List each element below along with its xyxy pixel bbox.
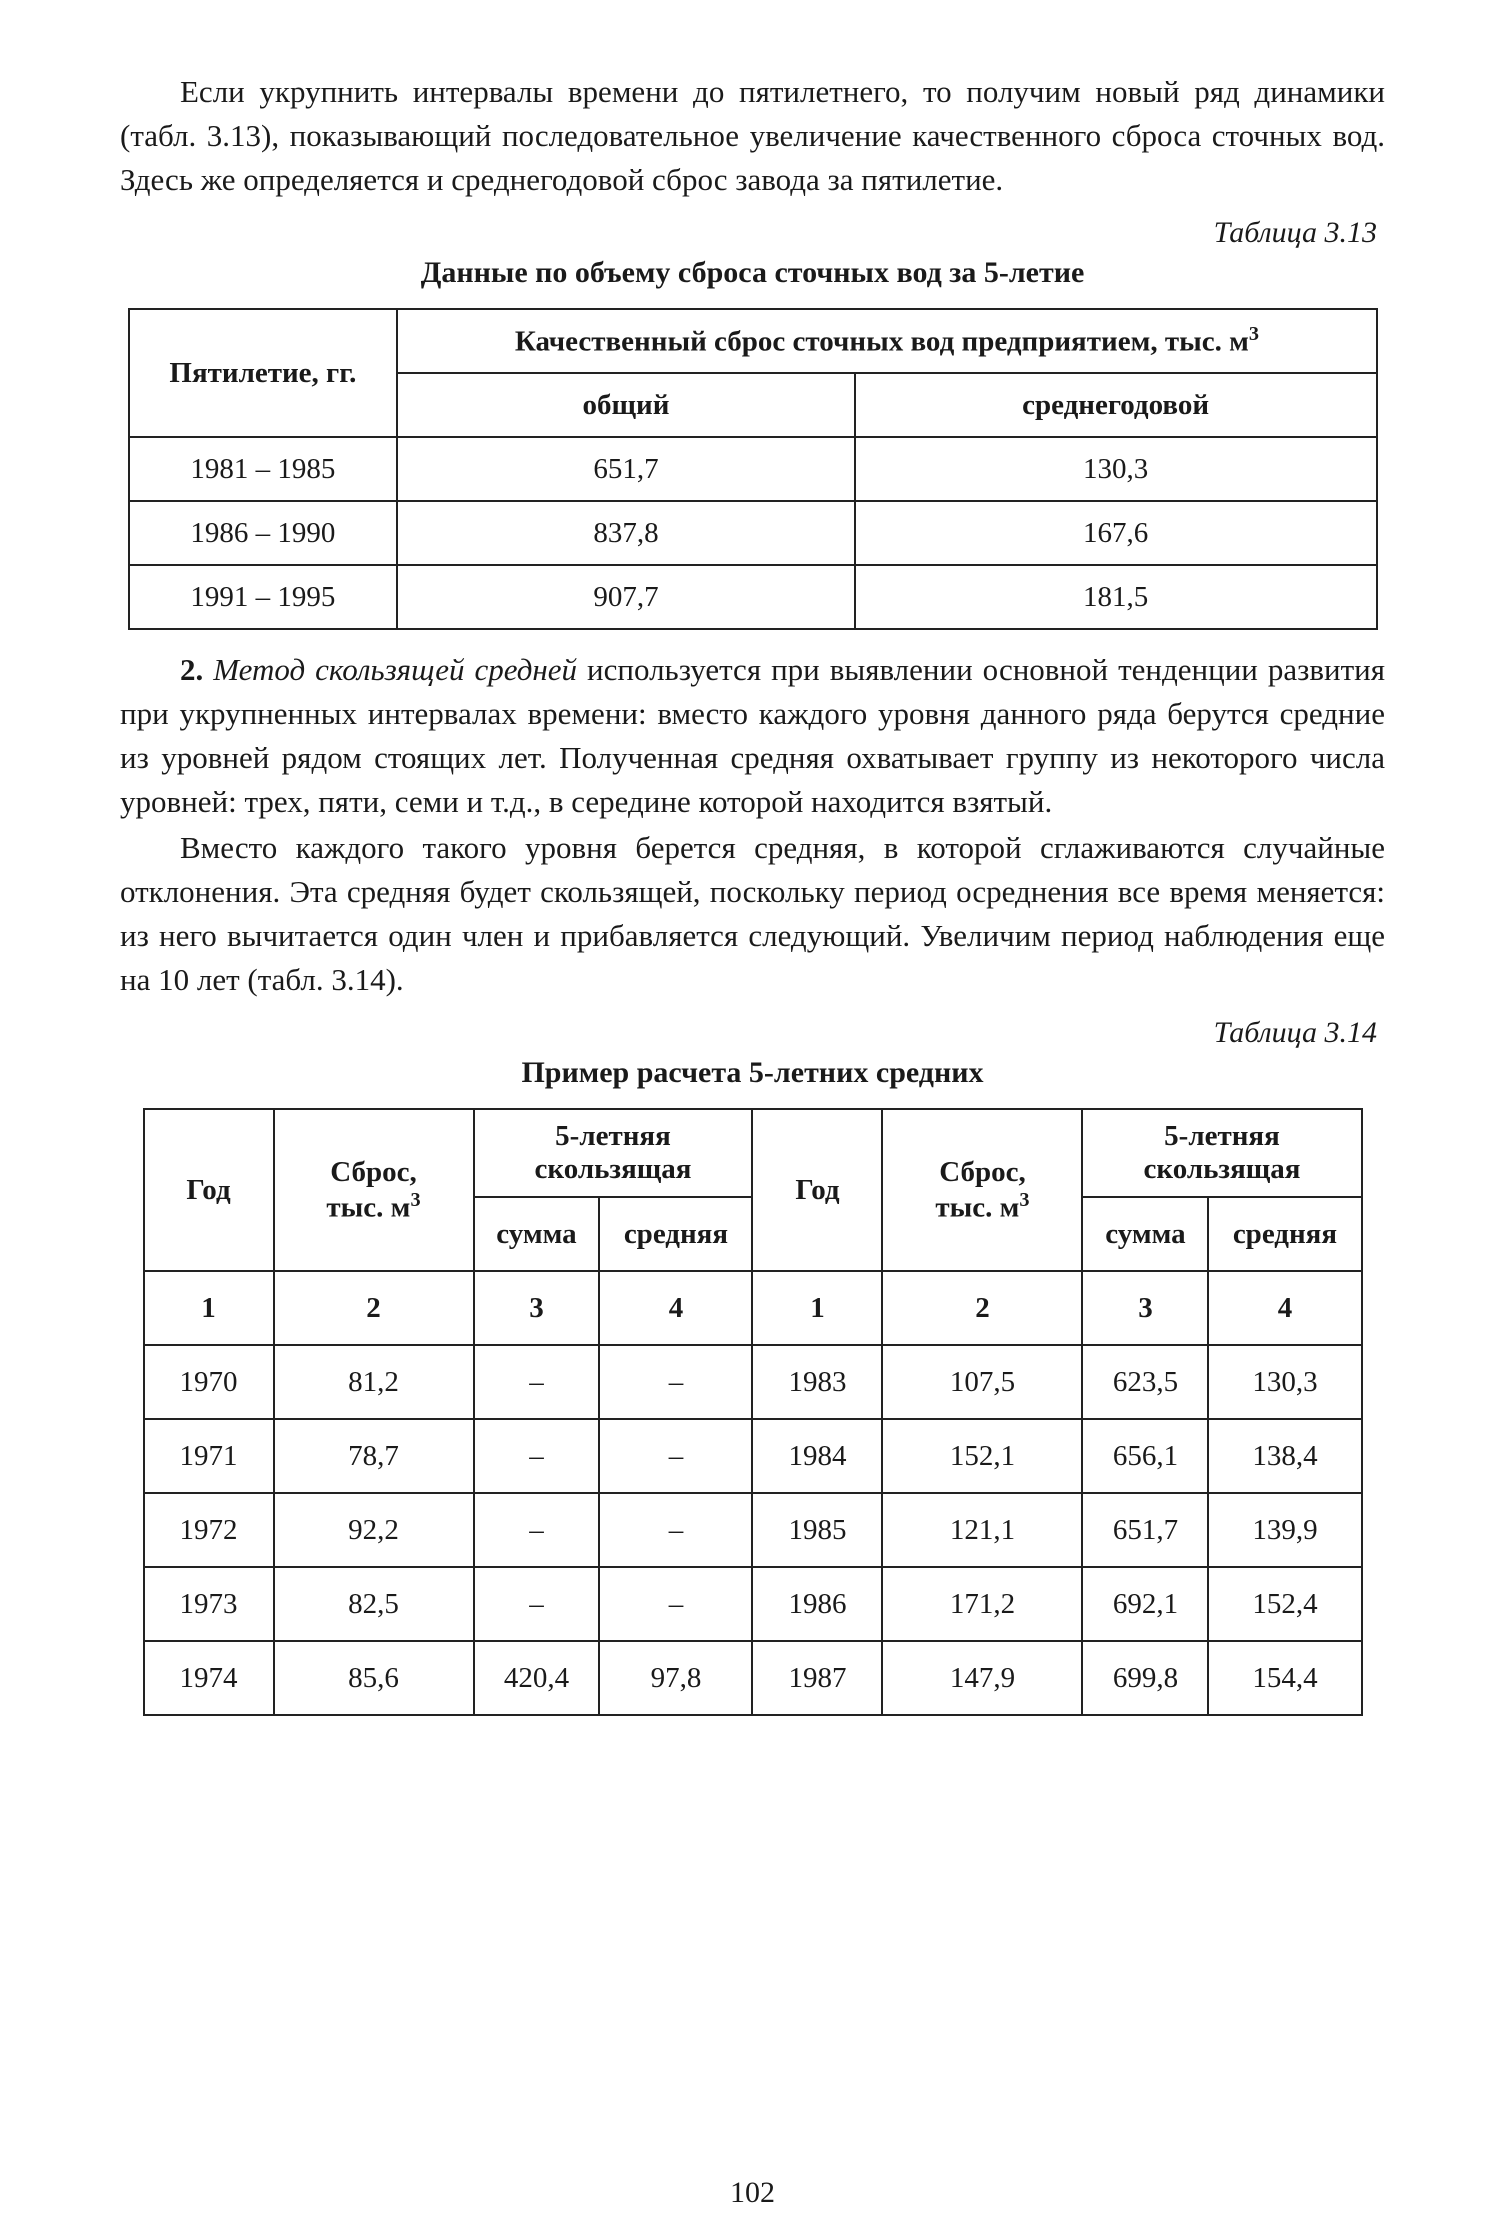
table-cell: 1972 <box>144 1493 274 1567</box>
table-cell: – <box>474 1567 600 1641</box>
table-cell: 92,2 <box>274 1493 474 1567</box>
table-cell: 420,4 <box>474 1641 600 1715</box>
table-cell: 152,1 <box>882 1419 1082 1493</box>
table-cell: 82,5 <box>274 1567 474 1641</box>
table-cell: 78,7 <box>274 1419 474 1493</box>
t2r-col-year: Год <box>752 1109 882 1271</box>
table-cell: 1971 <box>144 1419 274 1493</box>
table-cell: 81,2 <box>274 1345 474 1419</box>
table-cell: 97,8 <box>599 1641 752 1715</box>
table-cell: – <box>599 1493 752 1567</box>
table-cell: 1970 <box>144 1345 274 1419</box>
t2-num-4l: 4 <box>599 1271 752 1345</box>
table-cell: 152,4 <box>1208 1567 1361 1641</box>
table-cell: 121,1 <box>882 1493 1082 1567</box>
table-cell: – <box>474 1493 600 1567</box>
table-cell: 139,9 <box>1208 1493 1361 1567</box>
table-3-14: Год Сброс,тыс. м3 5-летняяскользящая Год… <box>143 1108 1363 1716</box>
table-cell: 1983 <box>752 1345 882 1419</box>
t2-num-3r: 3 <box>1082 1271 1208 1345</box>
paragraph-2: 2. Метод скользящей средней используется… <box>120 648 1385 824</box>
table-cell: 656,1 <box>1082 1419 1208 1493</box>
t1-col-total: общий <box>397 373 854 437</box>
t2-number-row: 1 2 3 4 1 2 3 4 <box>144 1271 1362 1345</box>
table-row: 197485,6420,497,81987147,9699,8154,4 <box>144 1641 1362 1715</box>
t2l-col-sliding: 5-летняяскользящая <box>474 1109 753 1197</box>
table-cell: 138,4 <box>1208 1419 1361 1493</box>
t1-col-period: Пятилетие, гг. <box>129 309 398 437</box>
t2-num-1l: 1 <box>144 1271 274 1345</box>
t2l-col-mean: средняя <box>599 1197 752 1271</box>
paragraph-1: Если укрупнить интервалы времени до пяти… <box>120 70 1385 202</box>
table-row: 197292,2––1985121,1651,7139,9 <box>144 1493 1362 1567</box>
t2r-col-mean: средняя <box>1208 1197 1361 1271</box>
table-row: 197178,7––1984152,1656,1138,4 <box>144 1419 1362 1493</box>
table-cell: 167,6 <box>855 501 1377 565</box>
table-cell: 1974 <box>144 1641 274 1715</box>
table-cell: 181,5 <box>855 565 1377 629</box>
table-cell: 1984 <box>752 1419 882 1493</box>
table-cell: – <box>474 1345 600 1419</box>
table-row: 1991 – 1995907,7181,5 <box>129 565 1377 629</box>
t2l-col-year: Год <box>144 1109 274 1271</box>
table-cell: 130,3 <box>855 437 1377 501</box>
t2-num-2r: 2 <box>882 1271 1082 1345</box>
table-cell: 623,5 <box>1082 1345 1208 1419</box>
t2-num-1r: 1 <box>752 1271 882 1345</box>
t2l-col-sum: сумма <box>474 1197 600 1271</box>
t2-num-4r: 4 <box>1208 1271 1361 1345</box>
t1-col-avg: среднегодовой <box>855 373 1377 437</box>
table-row: 1981 – 1985651,7130,3 <box>129 437 1377 501</box>
table-cell: 85,6 <box>274 1641 474 1715</box>
page: Если укрупнить интервалы времени до пяти… <box>0 0 1505 2240</box>
page-number: 102 <box>0 2176 1505 2210</box>
table-cell: 1981 – 1985 <box>129 437 398 501</box>
t2-num-2l: 2 <box>274 1271 474 1345</box>
table-row: 197081,2––1983107,5623,5130,3 <box>144 1345 1362 1419</box>
t1-col-group: Качественный сброс сточных вод предприят… <box>397 309 1376 373</box>
table-cell: 1991 – 1995 <box>129 565 398 629</box>
t2r-col-sum: сумма <box>1082 1197 1208 1271</box>
t2-num-3l: 3 <box>474 1271 600 1345</box>
table-cell: 1987 <box>752 1641 882 1715</box>
table-cell: 651,7 <box>1082 1493 1208 1567</box>
table-cell: – <box>599 1345 752 1419</box>
t2r-col-discharge: Сброс,тыс. м3 <box>882 1109 1082 1271</box>
table-cell: – <box>599 1419 752 1493</box>
table-cell: 651,7 <box>397 437 854 501</box>
table1-caption: Таблица 3.13 <box>120 216 1377 250</box>
table-cell: 907,7 <box>397 565 854 629</box>
table-cell: 1986 <box>752 1567 882 1641</box>
table-3-13: Пятилетие, гг. Качественный сброс сточны… <box>128 308 1378 630</box>
table-cell: 171,2 <box>882 1567 1082 1641</box>
table-cell: 1986 – 1990 <box>129 501 398 565</box>
table2-caption: Таблица 3.14 <box>120 1016 1377 1050</box>
table-cell: 154,4 <box>1208 1641 1361 1715</box>
t2r-col-sliding: 5-летняяскользящая <box>1082 1109 1361 1197</box>
paragraph-3: Вместо каждого такого уровня берется сре… <box>120 826 1385 1002</box>
table-cell: 130,3 <box>1208 1345 1361 1419</box>
table-cell: 837,8 <box>397 501 854 565</box>
table-row: 1986 – 1990837,8167,6 <box>129 501 1377 565</box>
table-cell: 1973 <box>144 1567 274 1641</box>
table-cell: 699,8 <box>1082 1641 1208 1715</box>
table-cell: – <box>474 1419 600 1493</box>
table1-title: Данные по объему сброса сточных вод за 5… <box>120 256 1385 290</box>
table-cell: 107,5 <box>882 1345 1082 1419</box>
table-cell: 692,1 <box>1082 1567 1208 1641</box>
table-row: 197382,5––1986171,2692,1152,4 <box>144 1567 1362 1641</box>
table-cell: 1985 <box>752 1493 882 1567</box>
table2-title: Пример расчета 5-летних средних <box>120 1056 1385 1090</box>
t2l-col-discharge: Сброс,тыс. м3 <box>274 1109 474 1271</box>
table-cell: – <box>599 1567 752 1641</box>
table-cell: 147,9 <box>882 1641 1082 1715</box>
